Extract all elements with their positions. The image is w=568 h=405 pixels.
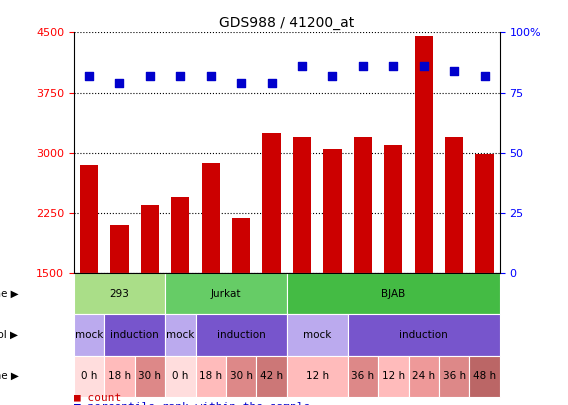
- Bar: [475, 154, 494, 273]
- Text: 18 h: 18 h: [108, 371, 131, 381]
- Bar: [323, 149, 341, 273]
- FancyBboxPatch shape: [378, 356, 408, 397]
- Point: [115, 80, 124, 86]
- Text: 42 h: 42 h: [260, 371, 283, 381]
- Text: 48 h: 48 h: [473, 371, 496, 381]
- Text: time ▶: time ▶: [0, 371, 18, 381]
- Point: [450, 68, 459, 74]
- Text: 30 h: 30 h: [229, 371, 253, 381]
- Point: [480, 72, 489, 79]
- Text: 0 h: 0 h: [81, 371, 97, 381]
- Bar: [141, 205, 159, 273]
- FancyBboxPatch shape: [469, 356, 500, 397]
- FancyBboxPatch shape: [165, 314, 195, 356]
- Bar: [80, 165, 98, 273]
- Point: [85, 72, 94, 79]
- FancyBboxPatch shape: [287, 273, 500, 314]
- FancyBboxPatch shape: [74, 356, 105, 397]
- Text: 30 h: 30 h: [139, 371, 161, 381]
- FancyBboxPatch shape: [105, 356, 135, 397]
- FancyBboxPatch shape: [195, 356, 226, 397]
- Text: 18 h: 18 h: [199, 371, 222, 381]
- Point: [176, 72, 185, 79]
- FancyBboxPatch shape: [135, 356, 165, 397]
- Text: induction: induction: [399, 330, 448, 340]
- Title: GDS988 / 41200_at: GDS988 / 41200_at: [219, 16, 354, 30]
- Text: mock: mock: [303, 330, 332, 340]
- Point: [298, 63, 307, 69]
- FancyBboxPatch shape: [348, 356, 378, 397]
- Text: cell line ▶: cell line ▶: [0, 288, 18, 298]
- FancyBboxPatch shape: [105, 314, 165, 356]
- Text: 0 h: 0 h: [172, 371, 189, 381]
- FancyBboxPatch shape: [287, 314, 348, 356]
- Text: 36 h: 36 h: [352, 371, 374, 381]
- Bar: [354, 136, 372, 273]
- Bar: [445, 136, 463, 273]
- FancyBboxPatch shape: [74, 273, 165, 314]
- FancyBboxPatch shape: [287, 356, 348, 397]
- Bar: [202, 163, 220, 273]
- Point: [358, 63, 367, 69]
- Text: 12 h: 12 h: [382, 371, 405, 381]
- FancyBboxPatch shape: [165, 356, 195, 397]
- Point: [328, 72, 337, 79]
- FancyBboxPatch shape: [74, 314, 105, 356]
- Text: 293: 293: [110, 288, 130, 298]
- Text: 12 h: 12 h: [306, 371, 329, 381]
- FancyBboxPatch shape: [439, 356, 469, 397]
- Bar: [384, 145, 403, 273]
- Text: ■ count: ■ count: [74, 393, 121, 403]
- Text: mock: mock: [166, 330, 194, 340]
- Bar: [232, 218, 250, 273]
- Bar: [110, 225, 128, 273]
- Point: [206, 72, 215, 79]
- Bar: [293, 136, 311, 273]
- FancyBboxPatch shape: [256, 356, 287, 397]
- FancyBboxPatch shape: [226, 356, 256, 397]
- Point: [389, 63, 398, 69]
- Text: protocol ▶: protocol ▶: [0, 330, 18, 340]
- Point: [419, 63, 428, 69]
- Text: BJAB: BJAB: [381, 288, 406, 298]
- Text: 24 h: 24 h: [412, 371, 435, 381]
- Point: [237, 80, 246, 86]
- Text: ■ percentile rank within the sample: ■ percentile rank within the sample: [74, 402, 310, 405]
- Text: 36 h: 36 h: [442, 371, 466, 381]
- FancyBboxPatch shape: [348, 314, 500, 356]
- Text: mock: mock: [75, 330, 103, 340]
- Point: [267, 80, 276, 86]
- Text: induction: induction: [110, 330, 159, 340]
- Text: induction: induction: [217, 330, 266, 340]
- Bar: [171, 197, 190, 273]
- FancyBboxPatch shape: [165, 273, 287, 314]
- Text: Jurkat: Jurkat: [211, 288, 241, 298]
- Point: [145, 72, 154, 79]
- FancyBboxPatch shape: [195, 314, 287, 356]
- FancyBboxPatch shape: [408, 356, 439, 397]
- Bar: [262, 132, 281, 273]
- Bar: [415, 36, 433, 273]
